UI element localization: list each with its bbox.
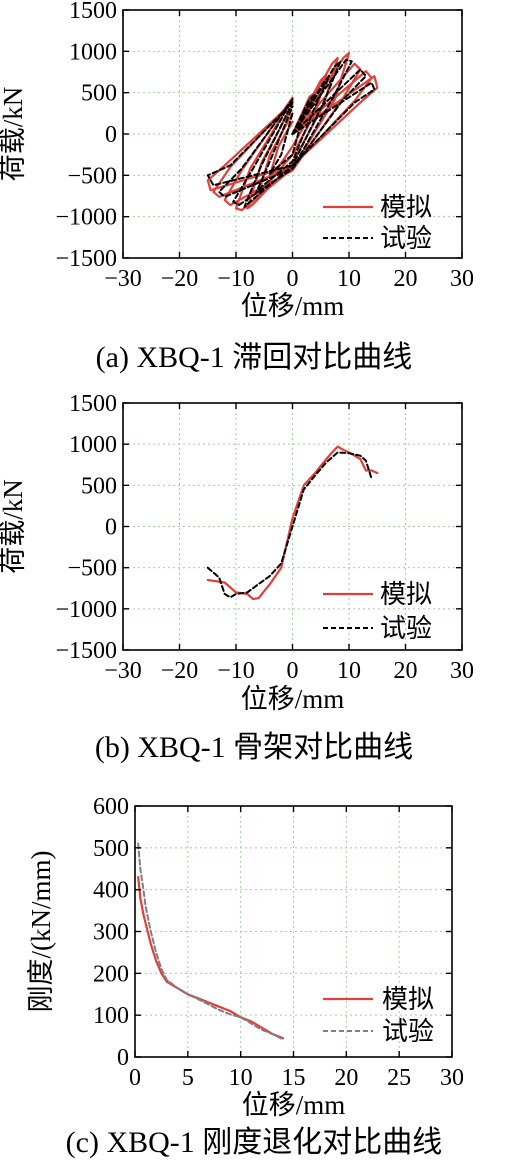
- series-sim-loop: [268, 91, 317, 177]
- chart-a: −30 −20 −10 0 10 20 30 −1500 −1000 −500 0 500 1000 15…: [0, 0, 474, 374]
- x-tick-label: 30: [440, 1065, 464, 1091]
- chart-caption: (b) XBQ-1 骨架对比曲线: [95, 731, 413, 764]
- y-tick-label: −1500: [55, 246, 117, 272]
- legend-test-label: 试验: [380, 614, 432, 643]
- y-tick-label: −500: [67, 556, 117, 582]
- chart-caption: (a) XBQ-1 滞回对比曲线: [96, 341, 413, 374]
- y-tick-label: −500: [67, 163, 117, 189]
- y-tick-label: 1500: [69, 0, 117, 24]
- x-tick-label: 15: [282, 1065, 306, 1091]
- series-test-loop: [206, 81, 376, 187]
- y-tick-label: 600: [93, 794, 129, 820]
- x-tick-label: 5: [182, 1065, 194, 1091]
- y-tick-label: 0: [105, 515, 117, 541]
- x-tick-label: 0: [287, 658, 299, 684]
- series-test-loop: [218, 68, 367, 198]
- chart-c: 0 5 10 15 20 25 300100200300400500600位移/mm刚度/(…: [26, 794, 464, 1159]
- y-axis-label: 荷载/kN: [0, 479, 28, 574]
- series-test-line: [206, 451, 373, 599]
- x-tick-label: 10: [337, 266, 361, 292]
- x-tick-label: −30: [104, 266, 142, 292]
- y-tick-label: 1000: [69, 39, 117, 65]
- x-tick-label: 10: [337, 658, 361, 684]
- legend-sim-label: 模拟: [380, 193, 432, 222]
- y-axis-label: 刚度/(kN/mm): [26, 851, 56, 1013]
- legend-sim-label: 模拟: [380, 580, 432, 609]
- x-tick-label: 10: [229, 1065, 253, 1091]
- chart-caption: (c) XBQ-1 刚度退化对比曲线: [66, 1126, 443, 1159]
- series-test-line: [137, 842, 284, 1041]
- y-tick-label: 0: [117, 1045, 129, 1071]
- y-tick-label: −1000: [55, 597, 117, 623]
- x-tick-label: 20: [334, 1065, 358, 1091]
- x-tick-label: 30: [450, 658, 474, 684]
- y-tick-label: 1000: [69, 432, 117, 458]
- x-axis-label: 位移/mm: [241, 684, 345, 714]
- x-tick-label: 30: [450, 266, 474, 292]
- legend-test-label: 试验: [380, 224, 432, 253]
- x-tick-label: −30: [104, 658, 142, 684]
- series-sim-line: [206, 445, 379, 601]
- y-tick-label: 500: [81, 473, 117, 499]
- y-tick-label: −1500: [55, 638, 117, 664]
- y-tick-label: 500: [93, 836, 129, 862]
- x-tick-label: 20: [394, 266, 418, 292]
- x-tick-label: −20: [161, 658, 199, 684]
- y-axis-label: 荷载/kN: [0, 87, 28, 182]
- series-sim-line: [137, 875, 284, 1040]
- legend-test-label: 试验: [382, 1017, 434, 1046]
- y-tick-label: 0: [105, 122, 117, 148]
- y-tick-label: 300: [93, 920, 129, 946]
- x-axis-label: 位移/mm: [242, 1090, 346, 1120]
- legend-sim-label: 模拟: [382, 985, 434, 1014]
- x-tick-label: −10: [217, 266, 255, 292]
- x-tick-label: −20: [161, 266, 199, 292]
- y-tick-label: 500: [81, 81, 117, 107]
- x-tick-label: 0: [129, 1065, 141, 1091]
- x-tick-label: 0: [287, 266, 299, 292]
- series-test-loop: [268, 93, 317, 175]
- x-tick-label: 20: [394, 658, 418, 684]
- x-axis-label: 位移/mm: [241, 291, 345, 321]
- chart-b: −30 −20 −10 0 10 20 30 −1500 −1000 −500 0 500 1000 15…: [0, 391, 474, 764]
- y-tick-label: 100: [93, 1003, 129, 1029]
- y-tick-label: 1500: [69, 391, 117, 417]
- x-tick-label: 25: [387, 1065, 411, 1091]
- y-tick-label: −1000: [55, 205, 117, 231]
- y-tick-label: 200: [93, 961, 129, 987]
- y-tick-label: 400: [93, 878, 129, 904]
- x-tick-label: −10: [217, 658, 255, 684]
